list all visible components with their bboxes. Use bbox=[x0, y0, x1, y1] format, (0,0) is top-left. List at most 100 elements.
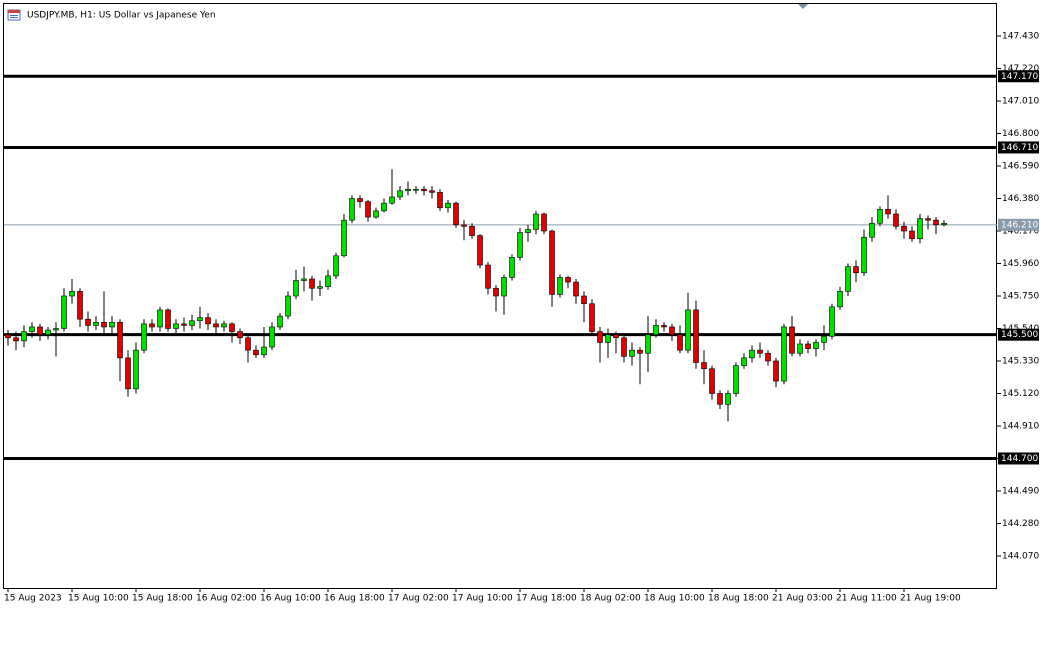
x-tick-label: 16 Aug 18:00 bbox=[324, 594, 385, 604]
y-tick-label: 144.070 bbox=[1002, 551, 1039, 561]
candle-body bbox=[805, 343, 811, 349]
candle-body bbox=[869, 222, 875, 238]
candle-body bbox=[421, 188, 427, 192]
candle-body bbox=[341, 219, 347, 257]
candle-body bbox=[133, 349, 139, 390]
candle-body bbox=[205, 317, 211, 325]
candle-body bbox=[821, 335, 827, 343]
x-tick-label: 15 Aug 2023 bbox=[4, 594, 62, 604]
candle-body bbox=[597, 331, 603, 343]
candle-body bbox=[645, 334, 651, 354]
y-tick-label: 144.490 bbox=[1002, 486, 1039, 496]
candle-body bbox=[85, 318, 91, 326]
candle-body bbox=[613, 334, 619, 339]
candle-body bbox=[893, 213, 899, 227]
candle-body bbox=[93, 322, 99, 326]
candle-body bbox=[461, 224, 467, 227]
candle-body bbox=[29, 326, 35, 332]
candle-body bbox=[325, 275, 331, 288]
candle-body bbox=[381, 202, 387, 212]
candle-body bbox=[197, 317, 203, 322]
candle-body bbox=[661, 325, 667, 328]
y-tick-label: 146.800 bbox=[1002, 129, 1039, 139]
candle-body bbox=[861, 236, 867, 274]
candle-body bbox=[741, 357, 747, 366]
x-tick-label: 15 Aug 10:00 bbox=[68, 594, 129, 604]
x-tick-label: 18 Aug 10:00 bbox=[644, 594, 705, 604]
candle-body bbox=[621, 337, 627, 357]
candle-body bbox=[45, 329, 51, 335]
candle-body bbox=[637, 349, 643, 354]
candle-body bbox=[5, 334, 11, 339]
candle-body bbox=[13, 337, 19, 342]
level-label-box bbox=[998, 452, 1039, 465]
candle-body bbox=[365, 201, 371, 218]
candle-body bbox=[829, 306, 835, 337]
candle-body bbox=[245, 337, 251, 351]
level-label: 147.170 bbox=[1001, 72, 1038, 82]
candle-body bbox=[277, 315, 283, 328]
x-tick-label: 17 Aug 02:00 bbox=[388, 594, 449, 604]
candle-body bbox=[557, 277, 563, 295]
candle-body bbox=[669, 326, 675, 335]
candle-body bbox=[149, 323, 155, 328]
candle-body bbox=[925, 218, 931, 221]
candle-body bbox=[685, 309, 691, 351]
candle-body bbox=[693, 309, 699, 363]
y-tick-label: 146.170 bbox=[1002, 227, 1039, 237]
candle-body bbox=[301, 278, 307, 281]
y-tick-label: 145.960 bbox=[1002, 259, 1039, 269]
candle-body bbox=[21, 331, 27, 342]
candle-body bbox=[789, 326, 795, 354]
level-label: 144.700 bbox=[1001, 454, 1038, 464]
candle-body bbox=[517, 232, 523, 258]
x-tick-label: 16 Aug 10:00 bbox=[260, 594, 321, 604]
candle-body bbox=[453, 202, 459, 226]
candle-body bbox=[493, 287, 499, 297]
candle-body bbox=[285, 295, 291, 317]
candle-body bbox=[221, 323, 227, 328]
candle-body bbox=[229, 323, 235, 332]
candle-body bbox=[837, 291, 843, 308]
candle-body bbox=[709, 368, 715, 394]
candle-body bbox=[781, 326, 787, 382]
candle-body bbox=[477, 235, 483, 266]
candle-body bbox=[349, 198, 355, 221]
plot-frame bbox=[3, 3, 997, 589]
candle-body bbox=[917, 218, 923, 240]
y-tick-label: 147.010 bbox=[1002, 97, 1039, 107]
y-tick-label: 146.590 bbox=[1002, 162, 1039, 172]
y-tick-label: 146.380 bbox=[1002, 194, 1039, 204]
candle-body bbox=[773, 360, 779, 382]
y-tick-label: 145.330 bbox=[1002, 356, 1039, 366]
candle-body bbox=[525, 229, 531, 233]
candle-body bbox=[549, 230, 555, 295]
candle-body bbox=[933, 219, 939, 226]
candle-body bbox=[77, 291, 83, 320]
candle-body bbox=[309, 278, 315, 289]
y-tick-label: 147.430 bbox=[1002, 32, 1039, 42]
y-tick-label: 145.750 bbox=[1002, 292, 1039, 302]
candle-body bbox=[717, 393, 723, 405]
chart-title: USDJPY.MB, H1: US Dollar vs Japanese Yen bbox=[27, 11, 216, 21]
candle-body bbox=[413, 188, 419, 191]
candle-body bbox=[877, 209, 883, 224]
candle-body bbox=[141, 323, 147, 351]
candle-body bbox=[909, 230, 915, 240]
candle-body bbox=[181, 323, 187, 326]
level-label-box bbox=[998, 141, 1039, 154]
y-tick-label: 147.220 bbox=[1002, 64, 1039, 74]
candle-body bbox=[485, 264, 491, 289]
level-label-box bbox=[998, 328, 1039, 341]
candle-body bbox=[37, 326, 43, 335]
candle-body bbox=[885, 209, 891, 215]
candle-body bbox=[901, 226, 907, 232]
symbol-icon bbox=[7, 9, 21, 21]
candle-body bbox=[213, 323, 219, 328]
candle-body bbox=[165, 309, 171, 329]
candle-body bbox=[725, 393, 731, 405]
candle-body bbox=[845, 266, 851, 292]
candle-body bbox=[941, 222, 947, 226]
candle-body bbox=[261, 346, 267, 356]
